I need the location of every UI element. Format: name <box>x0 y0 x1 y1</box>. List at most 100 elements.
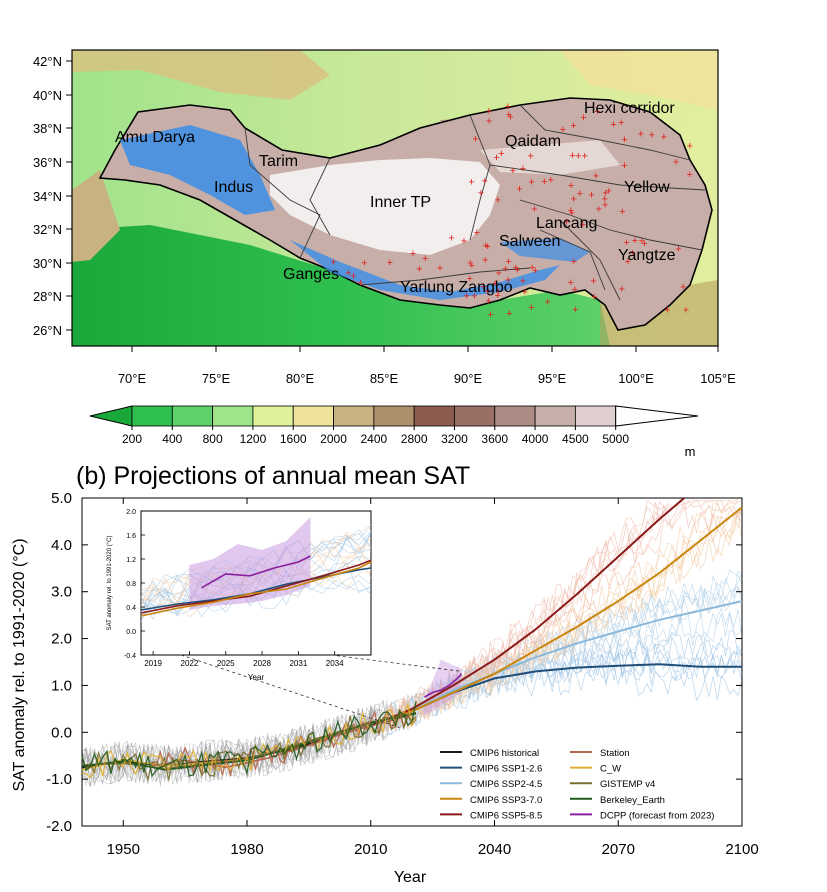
x-tick-label: 1980 <box>230 841 263 858</box>
lat-tick-label: 26°N <box>33 323 62 338</box>
colorbar-label: 800 <box>203 432 223 446</box>
station-marker: + <box>496 268 502 280</box>
station-marker: + <box>621 134 627 146</box>
legend-entry: CMIP6 SSP2-4.5 <box>470 779 542 790</box>
colorbar-label: 2800 <box>401 432 428 446</box>
y-tick-label: 0.0 <box>51 724 72 741</box>
station-marker: + <box>507 112 513 124</box>
station-marker: + <box>541 176 547 188</box>
projection-member <box>387 500 672 732</box>
lon-tick-label: 90°E <box>454 371 483 386</box>
station-marker: + <box>492 278 498 290</box>
station-marker: + <box>596 203 602 215</box>
station-marker: + <box>474 227 480 239</box>
station-marker: + <box>485 296 491 308</box>
station-marker: + <box>619 284 625 296</box>
basin-label: Yellow <box>624 179 670 196</box>
historical-member <box>81 707 388 785</box>
lon-tick-label: 75°E <box>202 371 231 386</box>
chart-axes: -2.0 -1.0 0.0 1.0 2.0 3.0 4.0 5.0 1950 1980 2010 20… <box>46 490 759 858</box>
basin-label: Hexi corridor <box>584 100 675 117</box>
lat-tick-label: 38°N <box>33 121 62 136</box>
lon-tick-label: 95°E <box>538 371 567 386</box>
colorbar-label: 3600 <box>481 432 508 446</box>
lon-tick-label: 70°E <box>118 371 147 386</box>
lon-tick-label: 100°E <box>618 371 654 386</box>
lat-tick-label: 36°N <box>33 155 62 170</box>
colorbar-label: 4000 <box>522 432 549 446</box>
station-marker: + <box>485 286 491 298</box>
station-marker: + <box>569 150 575 162</box>
lat-tick-label: 30°N <box>33 256 62 271</box>
station-marker: + <box>448 232 454 244</box>
station-marker: + <box>467 258 473 270</box>
station-marker: + <box>588 190 594 202</box>
y-tick-label: 2.0 <box>51 631 72 648</box>
colorbar-label: 2400 <box>360 432 387 446</box>
x-tick-label: 2010 <box>354 841 387 858</box>
station-marker: + <box>575 151 581 163</box>
station-marker: + <box>621 160 627 172</box>
chart-series <box>81 497 743 782</box>
projection-member <box>386 612 743 731</box>
station-marker: + <box>387 257 393 269</box>
station-marker: + <box>484 286 490 298</box>
lon-tick-label: 105°E <box>700 371 736 386</box>
projection-member <box>386 498 739 729</box>
basin-label: Salween <box>499 233 560 250</box>
y-tick-label: 1.0 <box>51 677 72 694</box>
station-marker: + <box>330 257 336 269</box>
longitude-axis: 70°E 75°E 80°E 85°E 90°E 95°E 100°E 105°… <box>118 346 736 386</box>
station-marker: + <box>544 296 550 308</box>
station-marker: + <box>625 256 631 268</box>
legend-entry: CMIP6 SSP3-7.0 <box>470 795 542 806</box>
station-marker: + <box>527 151 533 163</box>
inset-y-tick-label: 0.4 <box>126 605 136 612</box>
observation-line <box>151 709 417 777</box>
station-marker: + <box>484 241 490 253</box>
station-marker: + <box>350 271 356 283</box>
x-tick-label: 2100 <box>725 841 758 858</box>
basin-label: Amu Darya <box>115 129 195 146</box>
station-marker: + <box>495 194 501 206</box>
station-marker: + <box>463 290 469 302</box>
station-marker: + <box>531 204 537 216</box>
station-marker: + <box>422 253 428 265</box>
lon-tick-label: 85°E <box>370 371 399 386</box>
station-marker: + <box>520 163 526 175</box>
colorbar-label: 1200 <box>240 432 267 446</box>
lat-tick-label: 40°N <box>33 88 62 103</box>
legend-entry: Station <box>600 748 630 759</box>
colorbar-label: 2000 <box>320 432 347 446</box>
station-marker: + <box>601 194 607 206</box>
basin-label: Yangtze <box>618 247 676 264</box>
station-marker: + <box>570 120 576 132</box>
x-tick-label: 2070 <box>602 841 635 858</box>
series-line <box>424 673 463 698</box>
colorbar-right-arrow <box>615 405 699 427</box>
inset-x-tick-label: 2034 <box>326 659 344 668</box>
station-marker: + <box>506 109 512 121</box>
station-marker: + <box>605 185 611 197</box>
station-marker: + <box>493 152 499 164</box>
station-marker: + <box>680 282 686 294</box>
inset-y-tick-label: 1.2 <box>126 557 136 564</box>
station-marker: + <box>593 170 599 182</box>
station-marker: + <box>481 176 487 188</box>
station-marker: + <box>522 287 528 299</box>
station-marker: + <box>591 291 597 303</box>
y-tick-label: 3.0 <box>51 584 72 601</box>
station-marker: + <box>468 177 474 189</box>
station-marker: + <box>495 286 501 298</box>
station-marker: + <box>649 130 655 142</box>
station-marker: + <box>357 277 363 289</box>
station-marker: + <box>486 105 492 117</box>
station-marker: + <box>498 148 504 160</box>
x-tick-label: 1950 <box>107 841 140 858</box>
station-marker: + <box>461 236 467 248</box>
station-marker: + <box>673 157 679 169</box>
station-marker: + <box>560 124 566 136</box>
station-marker: + <box>506 308 512 320</box>
station-marker: + <box>514 264 520 276</box>
projection-member <box>386 636 743 727</box>
